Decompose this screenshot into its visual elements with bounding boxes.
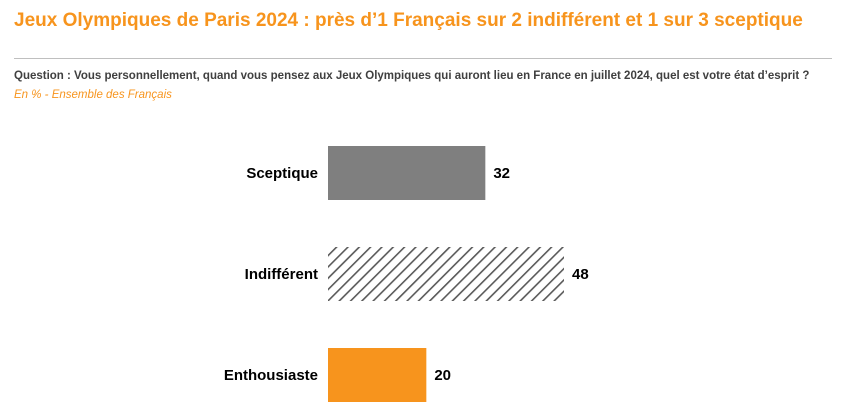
value-label-enthousiaste: 20 — [434, 367, 451, 384]
bar-enthousiaste — [328, 348, 427, 402]
category-label-enthousiaste: Enthousiaste — [224, 367, 318, 384]
question-text: Question : Vous personnellement, quand v… — [14, 70, 810, 82]
divider — [14, 58, 832, 59]
chart-title: Jeux Olympiques de Paris 2024 : près d’1… — [14, 10, 803, 31]
bar-chart: Sceptique 32 Indifférent 48 Enthousiaste 20 — [224, 146, 589, 402]
bar-indifferent — [328, 247, 564, 301]
bars-layer: Sceptique 32 Indifférent 48 Enthousiaste 20 — [224, 146, 589, 402]
value-label-sceptique: 32 — [493, 165, 510, 182]
value-label-indifferent: 48 — [572, 266, 589, 283]
bar-sceptique — [328, 146, 486, 200]
category-label-sceptique: Sceptique — [246, 165, 318, 182]
population-note: En % - Ensemble des Français — [14, 89, 172, 101]
category-label-indifferent: Indifférent — [245, 266, 318, 283]
